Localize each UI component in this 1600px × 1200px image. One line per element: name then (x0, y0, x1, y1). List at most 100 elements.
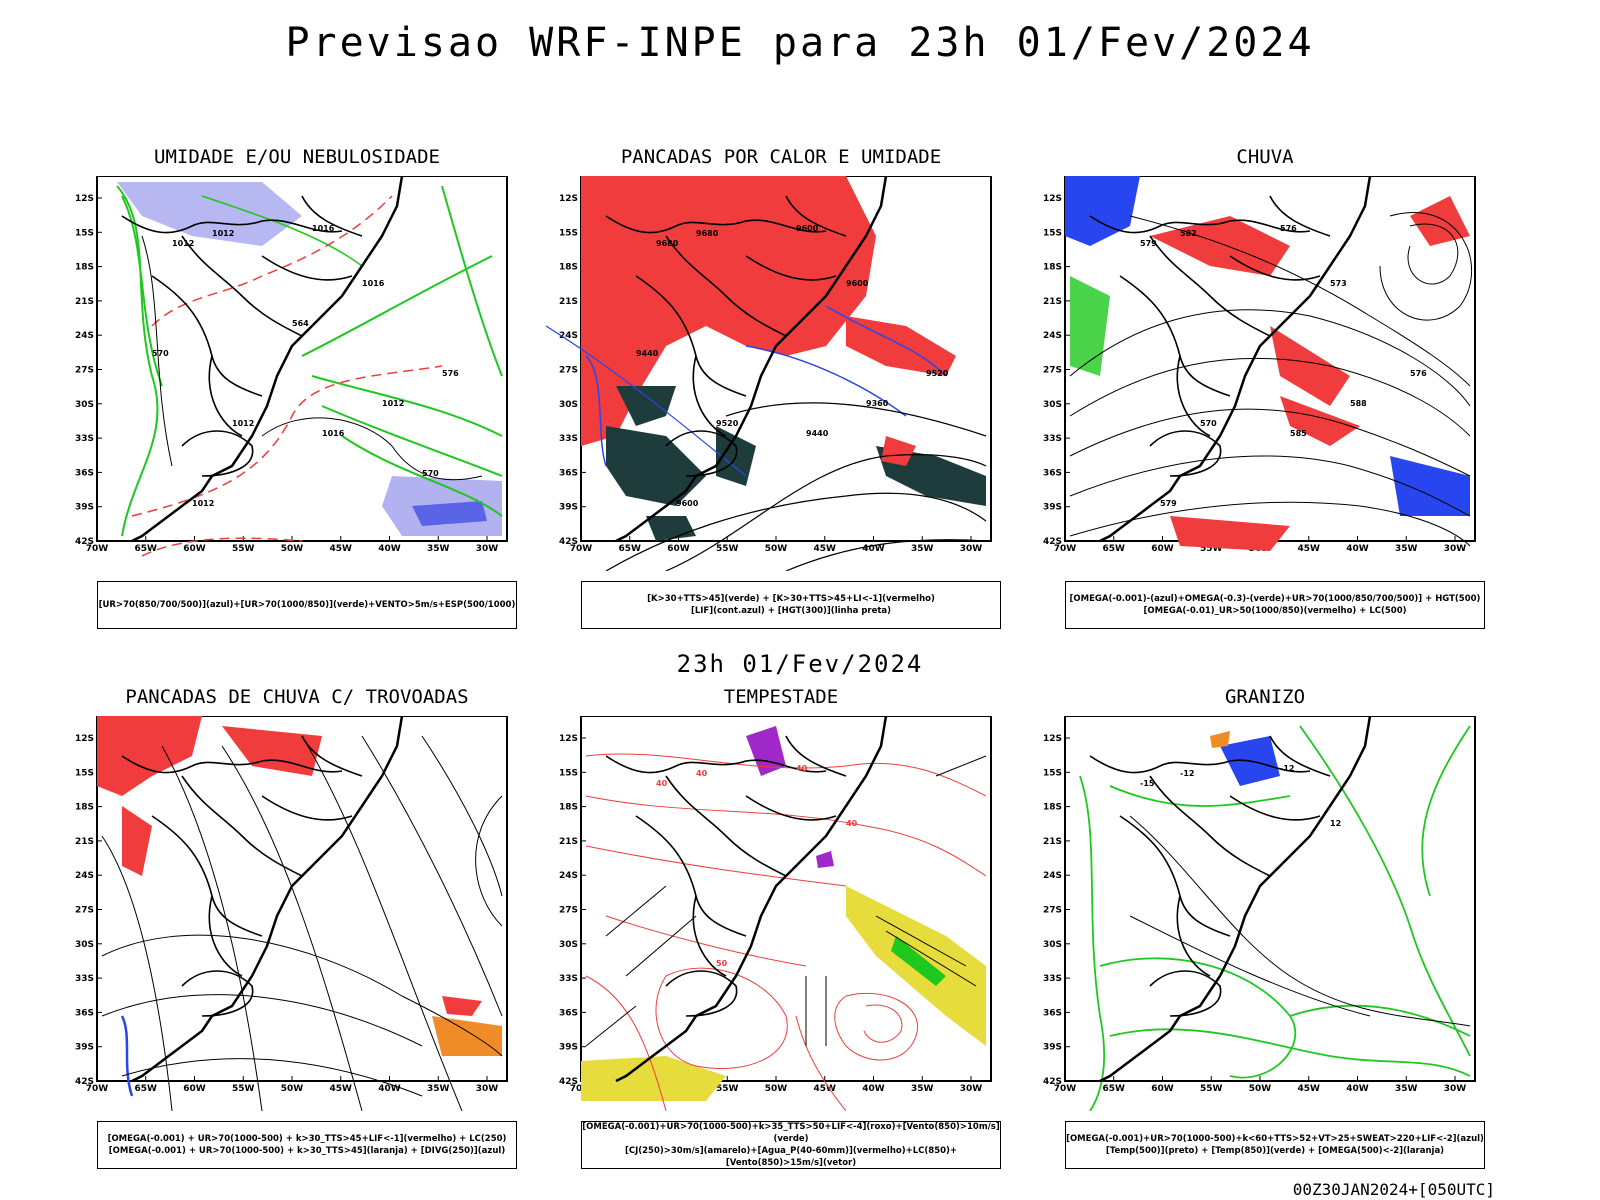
overlay (97, 716, 503, 1111)
lat-label: 12S (75, 194, 94, 204)
lon-label: 60W (183, 1084, 206, 1094)
contour-label: 576 (1410, 369, 1427, 378)
contour-label: 570 (422, 469, 439, 478)
lat-label: 24S (559, 871, 578, 881)
lat-label: 18S (1043, 263, 1062, 273)
contour-label: 579 (1140, 239, 1157, 248)
footer-run-info: 00Z30JAN2024+[050UTC] (1292, 1180, 1495, 1199)
state-border (181, 970, 254, 1017)
legend: [K>30+TTS>45](verde) + [K>30+TTS>45+LI<-… (581, 581, 1001, 629)
coastline-path (1099, 716, 1372, 1083)
lat-label: 27S (1043, 366, 1062, 376)
lat-label: 33S (1043, 974, 1062, 984)
lat-label: 30S (559, 940, 578, 950)
lat-label: 18S (559, 263, 578, 273)
panel-pancadas-trovoadas: PANCADAS DE CHUVA C/ TROVOADAS 12S 15S 18S… (62, 686, 532, 1169)
lon-label: 35W (911, 544, 934, 554)
contour-label: -12 (1280, 764, 1294, 773)
legend-line: [OMEGA(-0.001) + UR>70(1000-500) + k>30_… (108, 1146, 506, 1156)
contour-label: 9680 (696, 229, 719, 238)
lon-label: 40W (862, 544, 885, 554)
panel-title: PANCADAS DE CHUVA C/ TROVOADAS (125, 686, 469, 708)
lat-label: 30S (75, 940, 94, 950)
coastline (1089, 716, 1372, 1083)
state-border (1149, 775, 1271, 877)
lat-label: 39S (75, 1043, 94, 1053)
lat-label: 42S (559, 1077, 578, 1087)
contour-labels: 1012 1012 1016 1016 1012 1016 1012 1012 576 570 56… (152, 224, 459, 508)
lat-label: 12S (1043, 734, 1062, 744)
contour-label: 9520 (716, 419, 739, 428)
lat-label: 42S (1043, 1077, 1062, 1087)
lat-label: 36S (1043, 1008, 1062, 1018)
legend: [OMEGA(-0.001)-(azul)+OMEGA(-0.3)-(verde… (1065, 581, 1485, 629)
contour-label: 40 (846, 819, 858, 828)
map-frame (96, 716, 508, 1082)
lon-label: 45W (1298, 1084, 1321, 1094)
lat-label: 42S (75, 537, 94, 547)
coastline-path (131, 716, 404, 1083)
lon-label: 70W (86, 544, 109, 554)
state-border (1176, 895, 1211, 977)
contour-label: 570 (1200, 419, 1217, 428)
state-border (151, 815, 263, 937)
coastline-path (615, 716, 888, 1083)
lat-label: 27S (559, 366, 578, 376)
lat-label: 21S (1043, 837, 1062, 847)
contour-label: 1012 (232, 419, 254, 428)
contour-label: 9600 (846, 279, 869, 288)
panel-title: PANCADAS POR CALOR E UMIDADE (620, 146, 942, 168)
contour-label: 570 (152, 349, 169, 358)
panel-pancadas-calor: PANCADAS POR CALOR E UMIDADE 12S 15S 18S 21… (546, 146, 1016, 629)
lat-label: 33S (75, 974, 94, 984)
state-border (151, 275, 263, 397)
contour-label: 12 (1330, 819, 1341, 828)
lon-label: 55W (232, 1084, 255, 1094)
contour-label: 40 (656, 779, 668, 788)
state-border (1119, 275, 1231, 397)
state-border (1229, 255, 1321, 281)
state-border (1089, 215, 1311, 234)
contour-label: 564 (292, 319, 309, 328)
panel-title: GRANIZO (1224, 686, 1306, 708)
lat-label: 21S (1043, 297, 1062, 307)
contour-label: 9600 (796, 224, 819, 233)
contour-label: 9600 (676, 499, 699, 508)
state-border (1089, 755, 1311, 774)
state-border (605, 215, 827, 234)
lat-label: 27S (559, 906, 578, 916)
state-border (1269, 195, 1331, 237)
state-border (121, 215, 343, 234)
lon-label: 50W (765, 544, 788, 554)
contour-label: 1012 (212, 229, 234, 238)
state-border (745, 255, 837, 281)
lat-label: 21S (559, 297, 578, 307)
panel-title: TEMPESTADE (723, 686, 839, 708)
coastline (121, 176, 404, 543)
lat-label: 12S (1043, 194, 1062, 204)
contour-label: 40 (796, 764, 808, 773)
contour-label: 573 (1330, 279, 1347, 288)
lat-label: 39S (559, 503, 578, 513)
lat-label: 39S (1043, 503, 1062, 513)
lat-label: 15S (75, 768, 94, 778)
state-border (1269, 735, 1331, 777)
lat-label: 33S (559, 974, 578, 984)
lat-label: 42S (1043, 537, 1062, 547)
coastline-path (615, 176, 888, 543)
lon-label: 60W (1151, 544, 1174, 554)
contour-labels: 40 40 40 40 50 (656, 764, 858, 968)
state-border (208, 895, 243, 977)
contour-label: 576 (442, 369, 459, 378)
contour-label: -12 (1180, 769, 1194, 778)
lat-label: 15S (559, 768, 578, 778)
main-title: Previsao WRF-INPE para 23h 01/Fev/2024 (285, 20, 1315, 66)
state-border (665, 970, 738, 1017)
coastline (605, 176, 888, 543)
lat-label: 18S (1043, 803, 1062, 813)
legend-line: [OMEGA(-0.001) + UR>70(1000-500) + k>30_… (107, 1134, 507, 1144)
lon-label: 30W (960, 544, 983, 554)
